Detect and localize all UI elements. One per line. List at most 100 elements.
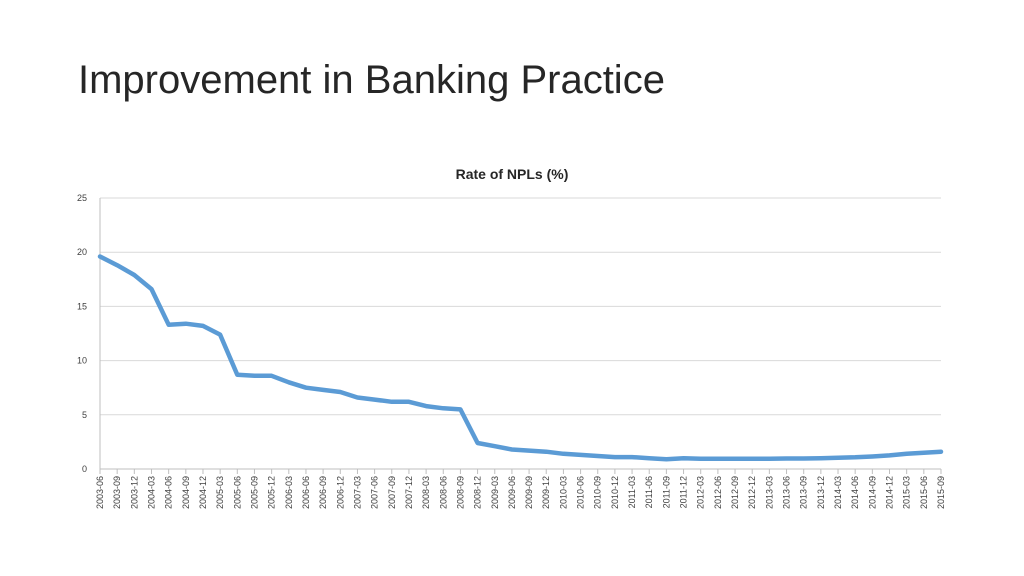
x-tick-label: 2012-12: [747, 476, 757, 509]
data-point: [442, 407, 444, 409]
data-point: [871, 456, 873, 458]
data-point: [494, 445, 496, 447]
x-tick-label: 2007-03: [352, 476, 362, 509]
data-point: [665, 458, 667, 460]
y-tick-label: 10: [77, 356, 87, 366]
data-point: [854, 456, 856, 458]
x-tick-label: 2010-12: [610, 476, 620, 509]
x-tick-label: 2008-03: [421, 476, 431, 509]
x-tick-label: 2010-03: [558, 476, 568, 509]
x-tick-label: 2003-12: [129, 476, 139, 509]
data-point: [923, 452, 925, 454]
x-tick-label: 2011-06: [644, 476, 654, 508]
x-tick-label: 2006-03: [284, 476, 294, 509]
data-point: [477, 442, 479, 444]
x-tick-label: 2008-09: [455, 476, 465, 509]
x-tick-label: 2004-09: [181, 476, 191, 509]
data-point: [253, 375, 255, 377]
x-tick-label: 2014-09: [867, 476, 877, 509]
slide-title: Improvement in Banking Practice: [78, 58, 665, 102]
data-point: [803, 457, 805, 459]
y-tick-labels: 0 5 10 15 20 25: [77, 193, 87, 474]
data-point: [683, 457, 685, 459]
x-tick-label: 2015-03: [902, 476, 912, 509]
data-point: [374, 399, 376, 401]
data-point: [562, 453, 564, 455]
data-point: [786, 457, 788, 459]
series-layer: [97, 254, 944, 462]
data-point: [339, 391, 341, 393]
x-tick-label: 2014-12: [885, 476, 895, 509]
x-tick-label: 2013-09: [799, 476, 809, 509]
data-point: [391, 401, 393, 403]
data-point: [837, 457, 839, 459]
data-point: [700, 458, 702, 460]
y-tick-label: 25: [77, 193, 87, 203]
data-point: [751, 458, 753, 460]
x-tick-label: 2012-09: [730, 476, 740, 509]
x-tick-label: 2005-12: [267, 476, 277, 509]
x-tick-label: 2015-09: [936, 476, 946, 509]
data-point: [631, 456, 633, 458]
data-point: [408, 401, 410, 403]
x-tick-label: 2003-06: [95, 476, 105, 509]
x-tick-label: 2008-12: [473, 476, 483, 509]
data-point: [185, 323, 187, 325]
data-point: [133, 274, 135, 276]
x-tick-label: 2005-06: [232, 476, 242, 509]
x-tick-label: 2011-03: [627, 476, 637, 508]
gridlines: [100, 197, 941, 416]
x-tick-label: 2010-09: [593, 476, 603, 509]
x-tick-label: 2012-03: [696, 476, 706, 509]
data-point: [820, 457, 822, 459]
x-tick-label: 2015-06: [919, 476, 929, 509]
data-point: [940, 451, 942, 453]
data-point: [99, 256, 101, 258]
data-point: [528, 450, 530, 452]
x-tick-label: 2013-06: [782, 476, 792, 509]
x-tick-label: 2013-12: [816, 476, 826, 509]
x-tick-label: 2009-03: [490, 476, 500, 509]
x-tick-label: 2003-09: [112, 476, 122, 509]
x-tick-label: 2007-06: [370, 476, 380, 509]
x-tick-label: 2013-03: [764, 476, 774, 509]
x-tick-label: 2012-06: [713, 476, 723, 509]
data-point: [150, 288, 152, 290]
x-tick-label: 2008-06: [438, 476, 448, 509]
data-point: [219, 334, 221, 336]
x-tick-label: 2004-06: [164, 476, 174, 509]
data-point: [511, 448, 513, 450]
series-line-0: [97, 254, 944, 462]
x-tick-label: 2010-06: [576, 476, 586, 509]
x-tick-label: 2009-09: [524, 476, 534, 509]
x-tick-label: 2014-03: [833, 476, 843, 509]
data-point: [271, 375, 273, 377]
data-point: [734, 458, 736, 460]
data-point: [648, 457, 650, 459]
data-point: [116, 264, 118, 266]
data-point: [614, 456, 616, 458]
x-tick-label: 2007-12: [404, 476, 414, 509]
data-point: [545, 451, 547, 453]
data-point: [906, 453, 908, 455]
x-tick-label: 2006-12: [335, 476, 345, 509]
data-point: [202, 325, 204, 327]
y-tick-label: 15: [77, 301, 87, 311]
y-tick-label: 20: [77, 247, 87, 257]
x-tick-label: 2011-12: [679, 476, 689, 508]
y-tick-label: 5: [82, 410, 87, 420]
data-point: [717, 458, 719, 460]
data-point: [305, 387, 307, 389]
x-tick-label: 2007-09: [387, 476, 397, 509]
x-tick-label: 2009-12: [541, 476, 551, 509]
data-point: [356, 396, 358, 398]
data-point: [459, 408, 461, 410]
data-point: [236, 374, 238, 376]
data-point: [580, 454, 582, 456]
data-point: [768, 458, 770, 460]
x-tick-label: 2014-06: [850, 476, 860, 509]
data-point: [168, 324, 170, 326]
data-point: [288, 381, 290, 383]
data-point: [322, 389, 324, 391]
x-tick-label: 2006-09: [318, 476, 328, 509]
